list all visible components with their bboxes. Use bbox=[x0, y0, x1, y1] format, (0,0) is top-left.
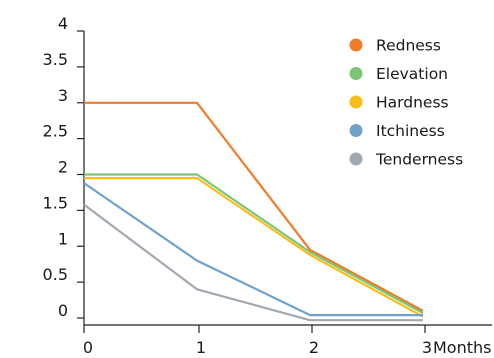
x-axis-title: Months bbox=[433, 338, 491, 357]
x-tick-label: 2 bbox=[309, 338, 319, 357]
legend-label-tenderness: Tenderness bbox=[375, 151, 463, 169]
series-lines bbox=[83, 101, 424, 322]
axes: 00.511.522.533.540 1 2 3 Months bbox=[43, 14, 492, 357]
legend-label-elevation: Elevation bbox=[376, 65, 448, 83]
series-line-hardness bbox=[84, 177, 424, 318]
legend-marker-elevation bbox=[349, 67, 363, 80]
legend: Redness Elevation Hardness Itchiness Tendern… bbox=[349, 37, 463, 169]
legend-label-hardness: Hardness bbox=[376, 94, 449, 112]
x-tick-label: 3 bbox=[422, 338, 432, 357]
x-tick-label: 1 bbox=[196, 338, 206, 357]
x-tick-label: 0 bbox=[83, 338, 93, 357]
y-tick-label: 3.5 bbox=[43, 50, 68, 69]
y-tick-label: 0.5 bbox=[43, 265, 68, 284]
y-tick-label: 2.5 bbox=[43, 122, 68, 141]
y-tick-label: 1 bbox=[58, 229, 68, 248]
y-tick-label: 3 bbox=[58, 86, 68, 105]
legend-marker-itchiness bbox=[349, 124, 363, 137]
legend-marker-redness bbox=[349, 38, 363, 52]
series-line-itchiness bbox=[83, 182, 423, 317]
legend-label-redness: Redness bbox=[376, 37, 441, 55]
legend-marker-hardness bbox=[349, 95, 363, 109]
series-line-tenderness bbox=[83, 203, 423, 322]
series-line-redness bbox=[84, 101, 424, 312]
series-line-elevation bbox=[84, 173, 424, 314]
y-tick-label: 1.5 bbox=[43, 193, 68, 212]
y-tick-label: 0 bbox=[58, 301, 68, 320]
y-tick-label: 2 bbox=[58, 158, 68, 177]
legend-label-itchiness: Itchiness bbox=[376, 122, 445, 140]
y-tick-label: 4 bbox=[58, 14, 68, 33]
legend-marker-tenderness bbox=[349, 152, 363, 166]
